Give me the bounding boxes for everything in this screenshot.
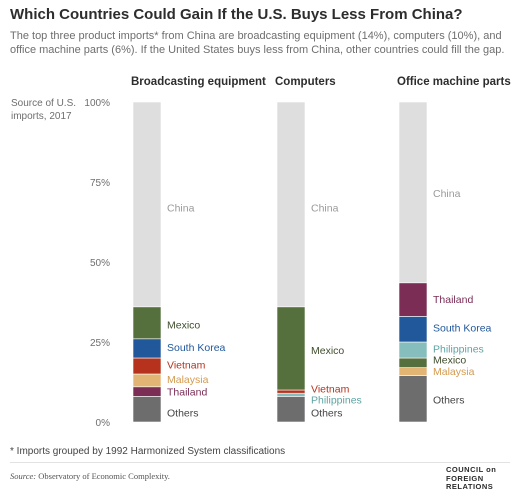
segment-label-broadcasting-equipment-south-korea: South Korea	[167, 342, 226, 354]
y-tick-label: 75%	[90, 178, 110, 189]
bar-segment-computers-vietnam	[276, 389, 306, 394]
segment-label-broadcasting-equipment-vietnam: Vietnam	[167, 359, 206, 371]
bar-segment-broadcasting-equipment-china	[132, 101, 162, 308]
y-tick-label: 0%	[96, 418, 111, 429]
bar-segment-office-machine-parts-mexico	[398, 357, 428, 368]
bar-segment-computers-china	[276, 101, 306, 308]
bar-segment-computers-philippines	[276, 392, 306, 397]
chart-subtitle: The top three product imports* from Chin…	[10, 30, 505, 56]
footnote: * Imports grouped by 1992 Harmonized Sys…	[10, 446, 286, 457]
logo-line-1: COUNCIL on	[446, 465, 497, 474]
segment-label-computers-mexico: Mexico	[311, 345, 344, 357]
segment-label-broadcasting-equipment-thailand: Thailand	[167, 387, 207, 399]
bar-segment-computers-others	[276, 396, 306, 423]
bar-segment-broadcasting-equipment-mexico	[132, 306, 162, 340]
category-header-computers: Computers	[275, 76, 336, 88]
segment-label-computers-china: China	[311, 203, 339, 215]
segment-label-broadcasting-equipment-others: Others	[167, 407, 199, 419]
segment-label-office-machine-parts-malaysia: Malaysia	[433, 366, 475, 378]
stacked-bar-chart: Source of U.S. imports, 2017 0% 25% 50% 75% 10…	[11, 76, 511, 429]
segment-label-office-machine-parts-mexico: Mexico	[433, 355, 466, 367]
segment-label-computers-philippines: Philippines	[311, 395, 362, 407]
source-text: Observatory of Economic Complexity.	[38, 471, 170, 481]
segment-label-broadcasting-equipment-china: China	[167, 203, 195, 215]
bar-segment-office-machine-parts-china	[398, 101, 428, 284]
segment-label-office-machine-parts-others: Others	[433, 395, 465, 407]
bar-segment-computers-mexico	[276, 306, 306, 391]
segment-label-office-machine-parts-thailand: Thailand	[433, 294, 473, 306]
y-axis-label-line-1: Source of U.S.	[11, 98, 76, 109]
segment-label-computers-others: Others	[311, 407, 343, 419]
y-tick-label: 25%	[90, 338, 110, 349]
bar-segment-broadcasting-equipment-others	[132, 396, 162, 423]
chart-title: Which Countries Could Gain If the U.S. B…	[10, 6, 463, 23]
source-note: Source: Observatory of Economic Complexi…	[10, 471, 170, 481]
footer-divider	[10, 462, 510, 463]
segment-label-office-machine-parts-china: China	[433, 188, 461, 200]
bar-segment-broadcasting-equipment-south-korea	[132, 338, 162, 359]
segment-label-computers-vietnam: Vietnam	[311, 383, 350, 395]
bar-segment-office-machine-parts-others	[398, 375, 428, 423]
segment-label-broadcasting-equipment-malaysia: Malaysia	[167, 374, 209, 386]
source-label: Source:	[10, 471, 37, 481]
category-header-office-machine-parts: Office machine parts	[397, 76, 511, 88]
y-axis-label-line-2: imports, 2017	[11, 111, 72, 122]
bar-segment-office-machine-parts-malaysia	[398, 367, 428, 376]
cfr-logo[interactable]: COUNCIL on FOREIGN RELATIONS	[446, 465, 508, 492]
bar-segment-broadcasting-equipment-malaysia	[132, 373, 162, 388]
category-header-broadcasting-equipment: Broadcasting equipment	[131, 76, 266, 88]
bar-segment-office-machine-parts-thailand	[398, 282, 428, 317]
segment-label-office-machine-parts-south-korea: South Korea	[433, 323, 492, 335]
bar-segment-office-machine-parts-south-korea	[398, 316, 428, 343]
segment-label-broadcasting-equipment-mexico: Mexico	[167, 319, 200, 331]
segment-label-office-machine-parts-philippines: Philippines	[433, 343, 484, 355]
y-tick-label: 100%	[84, 98, 110, 109]
logo-line-2: FOREIGN	[446, 473, 484, 483]
bar-segment-broadcasting-equipment-thailand	[132, 386, 162, 397]
y-tick-label: 50%	[90, 258, 110, 269]
bar-segment-broadcasting-equipment-vietnam	[132, 357, 162, 375]
logo-line-3: RELATIONS	[446, 482, 494, 491]
bar-segment-office-machine-parts-philippines	[398, 341, 428, 359]
